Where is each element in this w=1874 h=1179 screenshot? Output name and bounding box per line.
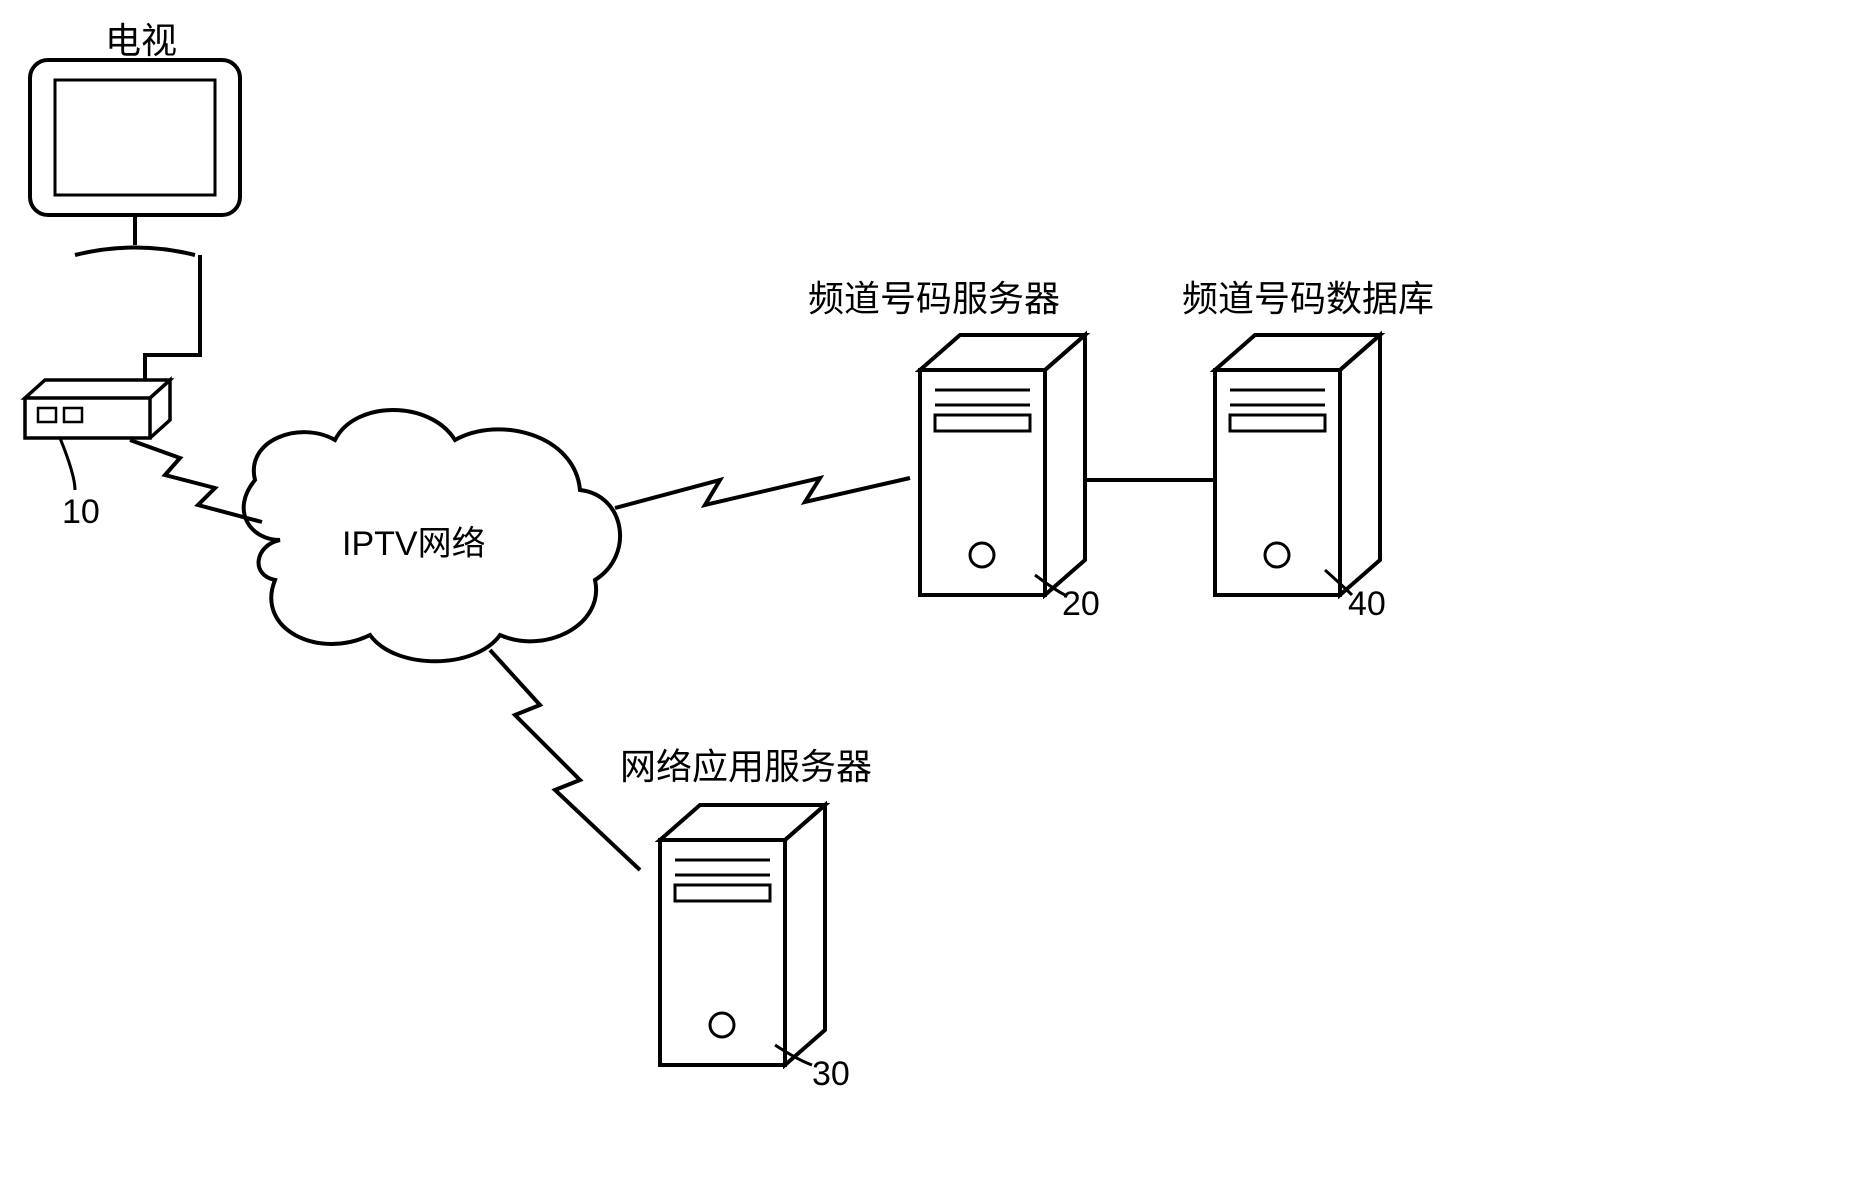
app-server-icon bbox=[660, 805, 825, 1065]
channel-db-icon bbox=[1215, 335, 1380, 595]
channel-server-label: 频道号码服务器 bbox=[808, 270, 1060, 322]
stb-ref: 10 bbox=[62, 493, 100, 532]
channel-server-ref: 20 bbox=[1062, 585, 1100, 624]
link-cloud-server bbox=[615, 478, 910, 508]
app-server-ref: 30 bbox=[812, 1055, 850, 1094]
channel-server-icon bbox=[920, 335, 1085, 595]
tv-icon bbox=[30, 60, 240, 380]
cloud-label: IPTV网络 bbox=[342, 516, 486, 565]
channel-db-ref: 40 bbox=[1348, 585, 1386, 624]
tv-label: 电视 bbox=[105, 12, 177, 64]
link-cloud-appserver bbox=[490, 650, 640, 870]
stb-icon bbox=[25, 380, 170, 490]
diagram-canvas bbox=[0, 0, 1874, 1179]
channel-db-label: 频道号码数据库 bbox=[1182, 270, 1434, 322]
app-server-label: 网络应用服务器 bbox=[620, 738, 872, 790]
